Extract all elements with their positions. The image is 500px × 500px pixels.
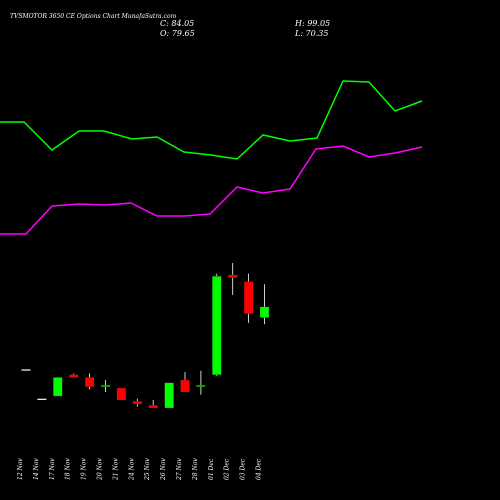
candle-11 xyxy=(180,372,190,393)
candle-body xyxy=(164,382,174,409)
close-value: C: 84.05 xyxy=(160,19,194,28)
low-value: L: 70.35 xyxy=(294,29,328,38)
x-tick-label: 04 Dec xyxy=(256,458,263,480)
x-tick-label: 18 Nov xyxy=(65,458,72,480)
candle-body xyxy=(132,401,142,405)
x-tick-label: 17 Nov xyxy=(49,458,56,480)
candle-2 xyxy=(37,398,47,400)
chart-title: TVSMOTOR 3650 CE Options Chart MunafaSut… xyxy=(10,13,177,20)
candle-7 xyxy=(116,387,127,401)
candle-body xyxy=(212,276,222,375)
x-tick-label: 28 Nov xyxy=(192,458,199,481)
candle-body xyxy=(84,377,95,387)
candle-16 xyxy=(259,284,270,325)
x-tick-label: 01 Dec xyxy=(208,458,215,480)
candle-15 xyxy=(243,273,254,323)
candles xyxy=(21,262,270,409)
candle-body xyxy=(116,387,127,401)
high-value: H: 99.05 xyxy=(294,19,330,28)
candle-body xyxy=(100,385,111,387)
x-tick-label: 26 Nov xyxy=(160,458,167,481)
x-tick-label: 14 Nov xyxy=(33,458,40,480)
x-tick-label: 21 Nov xyxy=(112,458,119,481)
candle-9 xyxy=(148,400,158,409)
x-tick-label: 27 Nov xyxy=(176,458,183,481)
candle-14 xyxy=(228,262,238,295)
indicator-lines xyxy=(0,80,423,235)
candle-body xyxy=(37,398,47,400)
indicator-line-1 xyxy=(0,80,423,160)
candle-13 xyxy=(212,273,222,377)
x-tick-label: 20 Nov xyxy=(97,458,104,481)
candle-3 xyxy=(53,377,63,397)
x-tick-label: 25 Nov xyxy=(144,458,151,481)
candle-body xyxy=(148,405,158,409)
candle-body xyxy=(196,385,206,387)
candle-body xyxy=(180,379,190,393)
candle-8 xyxy=(132,398,142,407)
candle-1 xyxy=(21,369,31,371)
x-tick-label: 24 Nov xyxy=(128,458,135,481)
candle-body xyxy=(53,377,63,397)
candle-body xyxy=(21,369,31,371)
candle-5 xyxy=(84,373,95,390)
open-value: O: 79.65 xyxy=(160,29,195,38)
x-axis-ticks: 12 Nov 14 Nov 17 Nov 18 Nov 19 Nov 20 Nov 21 N… xyxy=(17,458,263,481)
x-tick-label: 19 Nov xyxy=(81,458,88,480)
x-tick-label: 02 Dec xyxy=(224,458,231,480)
x-tick-label: 12 Nov xyxy=(17,458,24,480)
candle-4 xyxy=(69,373,79,378)
candle-12 xyxy=(196,370,206,395)
candle-10 xyxy=(164,382,174,409)
candle-6 xyxy=(100,380,111,393)
candle-body xyxy=(259,306,270,318)
candle-body xyxy=(69,374,79,378)
candle-body xyxy=(243,281,254,314)
candle-body xyxy=(228,274,238,278)
x-tick-label: 03 Dec xyxy=(240,458,247,480)
indicator-line-2 xyxy=(0,145,423,235)
